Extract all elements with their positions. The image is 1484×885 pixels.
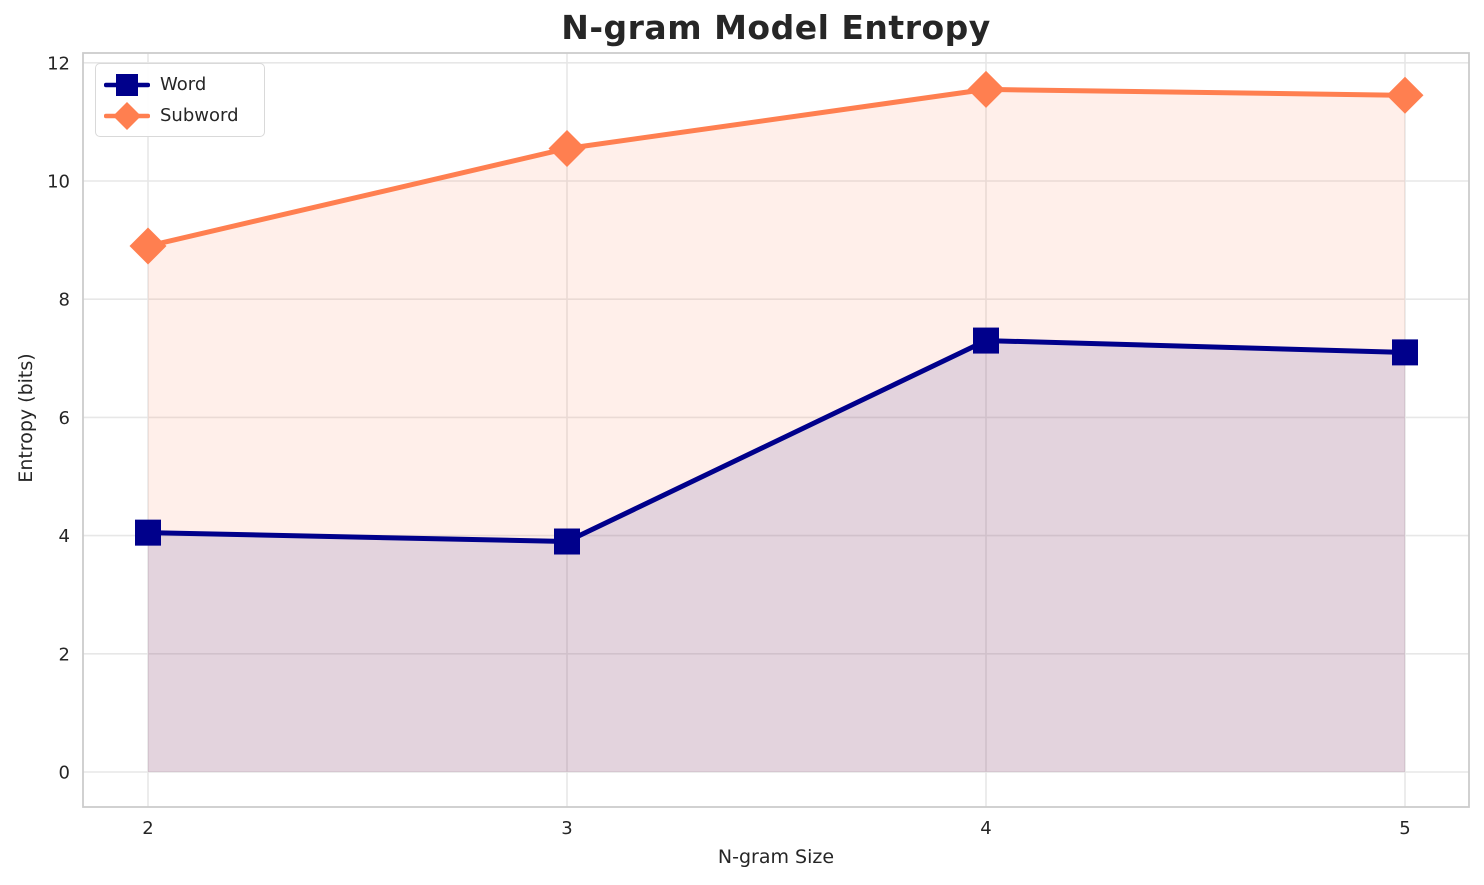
marker-square-word bbox=[135, 519, 161, 546]
y-tick-label: 8 bbox=[59, 290, 70, 311]
legend-label-subword: Subword bbox=[160, 104, 239, 126]
x-tick-label: 5 bbox=[1399, 818, 1410, 839]
marker-diamond-subword bbox=[1386, 76, 1424, 114]
legend-item-subword: Subword bbox=[104, 100, 256, 131]
x-tick-label: 3 bbox=[561, 818, 572, 839]
marker-diamond-subword bbox=[548, 129, 586, 167]
word-square-marker-icon bbox=[104, 73, 150, 96]
area-fill-subword bbox=[148, 89, 1405, 772]
y-tick-label: 0 bbox=[59, 763, 70, 784]
chart-title: N-gram Model Entropy bbox=[561, 8, 991, 47]
marker-square-word bbox=[973, 327, 999, 354]
y-tick-label: 4 bbox=[59, 526, 70, 547]
legend-diamond-glyph bbox=[113, 101, 141, 130]
legend-label-word: Word bbox=[160, 73, 207, 95]
series-line-word bbox=[145, 338, 1408, 545]
legend-square-glyph bbox=[116, 73, 138, 96]
x-tick-label: 2 bbox=[142, 818, 153, 839]
x-tick-label: 4 bbox=[980, 818, 991, 839]
subword-diamond-marker-icon bbox=[104, 101, 150, 130]
y-axis-label: Entropy (bits) bbox=[15, 353, 37, 483]
legend: Word Subword bbox=[95, 63, 265, 137]
y-tick-label: 12 bbox=[47, 53, 70, 74]
marker-diamond-subword bbox=[129, 227, 167, 265]
y-tick-label: 2 bbox=[59, 644, 70, 665]
legend-item-word: Word bbox=[104, 69, 256, 100]
series-line-subword bbox=[145, 86, 1408, 249]
y-tick-label: 10 bbox=[47, 172, 70, 193]
axes-spines bbox=[82, 52, 1470, 808]
y-tick-label: 6 bbox=[59, 408, 70, 429]
x-axis-label: N-gram Size bbox=[717, 846, 835, 868]
marker-square-word bbox=[554, 528, 580, 555]
marker-diamond-subword bbox=[967, 70, 1005, 108]
area-fill-word bbox=[148, 340, 1405, 772]
marker-square-word bbox=[1392, 339, 1418, 366]
